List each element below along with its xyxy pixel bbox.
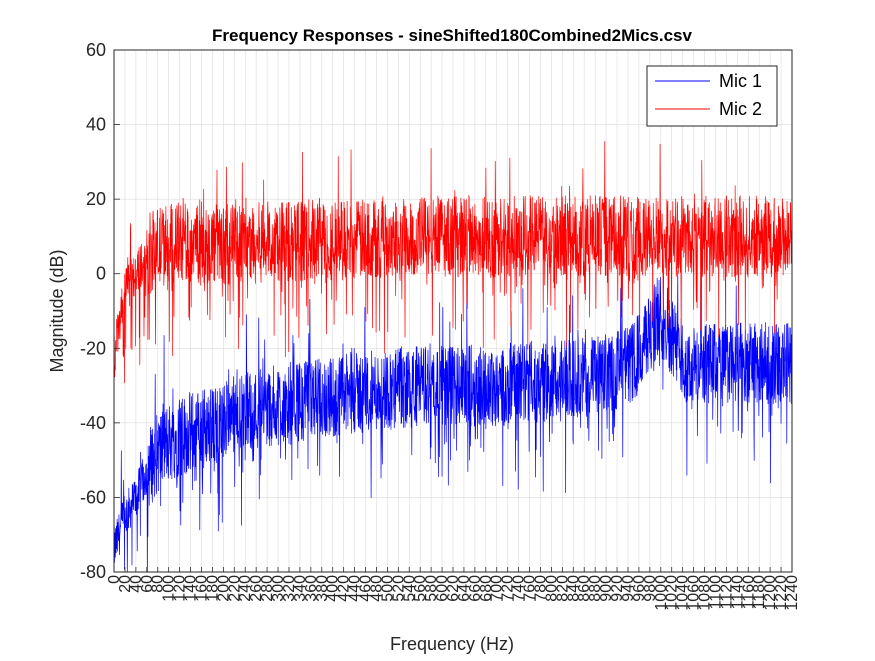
x-tick-label: 1020 (664, 575, 681, 611)
x-tick-label: 60 (139, 575, 156, 593)
x-tick-label: 80 (150, 575, 167, 593)
x-tick-label: 660 (467, 575, 484, 602)
x-tick-label: 780 (532, 575, 549, 602)
x-tick-label: 200 (215, 575, 232, 602)
x-tick-label: 980 (642, 575, 659, 602)
x-tick-label: 1220 (773, 575, 790, 611)
y-axis-label: Magnitude (dB) (47, 249, 67, 372)
x-tick-label: 900 (598, 575, 615, 602)
series-layer (113, 141, 793, 573)
x-tick-label: 960 (631, 575, 648, 602)
y-tick-label: 20 (86, 189, 106, 209)
y-axis-ticks: -80 -60 -40 -20 0 20 40 60 (80, 40, 120, 582)
x-tick-label: 1080 (697, 575, 714, 611)
x-tick-label: 940 (620, 575, 637, 602)
x-tick-label: 420 (336, 575, 353, 602)
x-tick-label: 160 (193, 575, 210, 602)
x-tick-label: 400 (325, 575, 342, 602)
x-tick-label: 40 (128, 575, 145, 593)
x-tick-label: 300 (270, 575, 287, 602)
y-tick-label: 60 (86, 40, 106, 60)
x-tick-label: 20 (117, 575, 134, 593)
x-tick-label: 120 (172, 575, 189, 602)
legend-label-mic-1: Mic 1 (719, 71, 762, 91)
x-axis-label: Frequency (Hz) (390, 634, 514, 654)
x-tick-label: 480 (368, 575, 385, 602)
x-tick-label: 180 (204, 575, 221, 602)
x-tick-label: 1060 (686, 575, 703, 611)
x-tick-label: 700 (489, 575, 506, 602)
x-tick-label: 140 (183, 575, 200, 602)
x-tick-label: 1140 (729, 575, 746, 610)
x-tick-label: 280 (259, 575, 276, 602)
x-tick-label: 380 (314, 575, 331, 602)
legend-label-mic-2: Mic 2 (719, 99, 762, 119)
x-tick-label: 460 (358, 575, 375, 602)
y-tick-label: -20 (80, 338, 106, 358)
x-tick-label: 520 (390, 575, 407, 602)
x-tick-label: 680 (478, 575, 495, 602)
x-tick-label: 320 (281, 575, 298, 602)
x-tick-label: 1000 (653, 575, 670, 611)
x-tick-label: 560 (412, 575, 429, 602)
x-tick-label: 500 (379, 575, 396, 602)
x-tick-label: 920 (609, 575, 626, 602)
y-tick-label: -60 (80, 487, 106, 507)
x-tick-label: 880 (587, 575, 604, 602)
x-tick-label: 340 (292, 575, 309, 602)
x-tick-label: 220 (226, 575, 243, 602)
x-tick-label: 240 (237, 575, 254, 602)
x-tick-label: 820 (554, 575, 571, 602)
y-tick-label: 40 (86, 115, 106, 135)
x-tick-label: 740 (511, 575, 528, 602)
series-line-mic-2 (113, 141, 793, 384)
x-tick-label: 540 (401, 575, 418, 602)
x-tick-label: 0 (106, 575, 123, 584)
y-tick-label: -80 (80, 562, 106, 582)
x-tick-label: 1180 (751, 575, 768, 610)
y-tick-label: 0 (96, 264, 106, 284)
legend-box (646, 65, 778, 127)
x-tick-label: 100 (161, 575, 178, 602)
x-tick-label: 1200 (762, 575, 779, 611)
x-tick-label: 1120 (718, 575, 735, 610)
x-tick-label: 1040 (675, 575, 692, 611)
grid (113, 49, 793, 573)
x-tick-label: 1240 (784, 575, 801, 611)
x-tick-label: 620 (445, 575, 462, 602)
y-tick-label: -40 (80, 413, 106, 433)
x-tick-label: 640 (456, 575, 473, 602)
chart-title: Frequency Responses - sineShifted180Comb… (212, 26, 692, 45)
x-tick-label: 760 (522, 575, 539, 602)
x-tick-label: 580 (423, 575, 440, 602)
x-tick-label: 860 (576, 575, 593, 602)
x-tick-label: 800 (543, 575, 560, 602)
x-tick-label: 360 (303, 575, 320, 602)
x-tick-label: 600 (434, 575, 451, 602)
legend: Mic 1 Mic 2 (646, 65, 778, 127)
x-tick-label: 1100 (707, 575, 724, 610)
x-tick-label: 440 (347, 575, 364, 602)
x-tick-label: 720 (500, 575, 517, 602)
x-tick-label: 260 (248, 575, 265, 602)
x-tick-label: 840 (565, 575, 582, 602)
x-axis-ticks: 0204060801001201401601802002202402602803… (106, 567, 801, 611)
x-tick-label: 1160 (740, 575, 757, 610)
series-line-mic-1 (113, 270, 793, 573)
